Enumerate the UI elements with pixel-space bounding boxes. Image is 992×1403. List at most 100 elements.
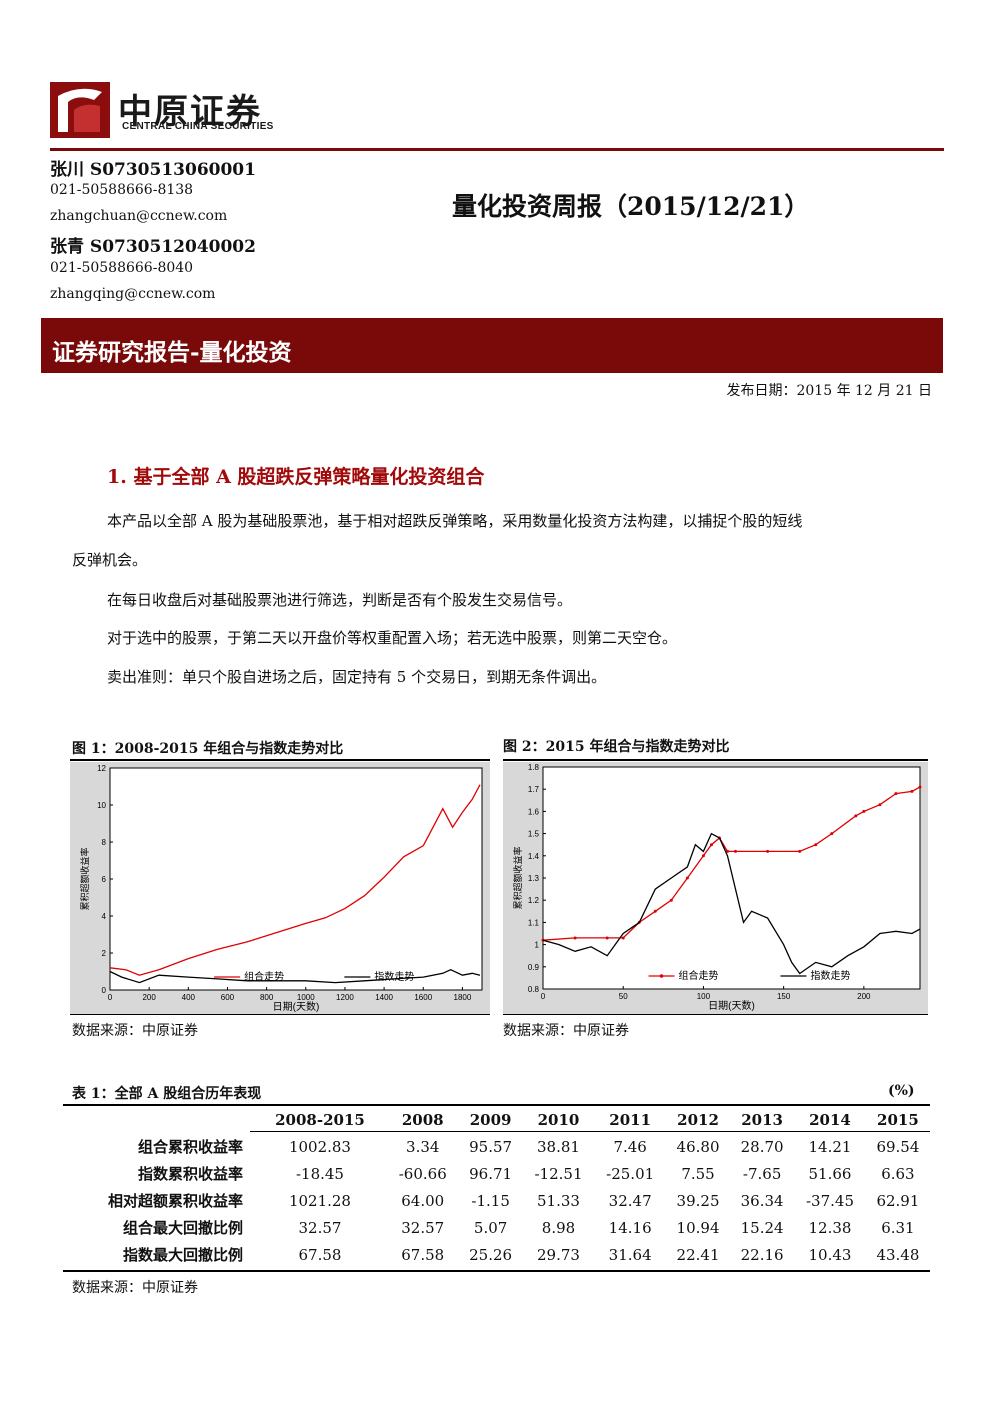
fig1-x-tick-label: 1000 — [297, 993, 315, 1002]
fig2-legend-label-0: 组合走势 — [679, 969, 719, 982]
table-cell: 39.25 — [676, 1191, 720, 1210]
fig2-point-portfolio — [709, 843, 713, 847]
table-cell: 31.64 — [608, 1245, 652, 1264]
table-cell: 62.91 — [876, 1191, 920, 1210]
table-header-cell: 2008 — [401, 1110, 444, 1129]
fig2-x-tick-label: 200 — [857, 992, 871, 1001]
fig1-x-tick-label: 600 — [221, 993, 235, 1002]
category-banner — [41, 318, 943, 373]
fig2-series-line-index — [542, 832, 921, 975]
fig2-point-portfolio — [605, 936, 609, 940]
author-1-phone: 021-50588666-8138 — [50, 182, 194, 198]
author-1-email[interactable]: zhangchuan@ccnew.com — [50, 208, 228, 224]
fig2-legend-marker-0 — [659, 974, 664, 978]
fig1-x-tick-label: 0 — [108, 993, 113, 1002]
fig2-x-tick-label: 150 — [777, 992, 791, 1001]
table-cell: -12.51 — [534, 1164, 583, 1183]
table-cell: 12.38 — [808, 1218, 852, 1237]
fig2-y-tick-label: 1.8 — [528, 763, 540, 772]
figure-1-title: 图 1：2008-2015 年组合与指数走势对比 — [72, 741, 344, 757]
fig1-legend-label-0: 组合走势 — [244, 970, 284, 983]
fig2-plot-area — [542, 766, 921, 990]
table-header-row: 2008-2015 2008 2009 2010 2011 2012 2013 … — [63, 1106, 930, 1133]
table-cell: -1.15 — [471, 1191, 510, 1210]
paragraph-3: 对于选中的股票，于第二天以开盘价等权重配置入场；若无选中股票，则第二天空仓。 — [107, 629, 678, 647]
fig1-y-tick-label: 10 — [97, 801, 106, 810]
table-cell: 3.34 — [406, 1137, 440, 1156]
table-cell: 64.00 — [401, 1191, 445, 1210]
table-cell: 10.94 — [676, 1218, 720, 1237]
fig2-point-portfolio — [766, 849, 770, 853]
table-header-cell: 2011 — [609, 1110, 652, 1129]
table-row-label: 组合最大回撤比例 — [122, 1219, 243, 1237]
fig2-point-portfolio — [862, 809, 866, 813]
table-cell: 32.57 — [298, 1218, 342, 1237]
table-cell: 51.33 — [537, 1191, 580, 1210]
table-unit: (%) — [888, 1083, 915, 1099]
figure-1-chart: 0 2 4 6 8 10 12 0 200 400 600 800 1000 1200 1400 1600 18… — [70, 762, 490, 1014]
fig1-x-tick-label: 800 — [260, 993, 274, 1002]
fig1-x-tick-label: 1600 — [414, 993, 432, 1002]
table-cell: 14.16 — [608, 1218, 652, 1237]
fig2-point-portfolio — [669, 898, 673, 902]
table-cell: 46.80 — [676, 1137, 720, 1156]
figure-2-chart: 0.8 0.9 1 1.1 1.2 1.3 1.4 1.5 1.6 1.7 1.8 0 50 100 150… — [503, 762, 928, 1014]
table-cell: 22.41 — [676, 1245, 720, 1264]
fig2-point-portfolio — [830, 832, 834, 836]
table-row: 组合累积收益率 1002.83 3.34 95.57 38.81 7.46 46.80 28.… — [63, 1133, 930, 1160]
fig2-point-portfolio — [814, 843, 818, 847]
author-2-email[interactable]: zhangqing@ccnew.com — [50, 286, 216, 302]
table-row-label: 指数累积收益率 — [137, 1165, 243, 1183]
table-cell: -7.65 — [742, 1164, 782, 1183]
fig1-series-line-index — [109, 968, 481, 984]
table-header-cell: 2010 — [537, 1110, 580, 1129]
figure-1-top-rule — [70, 759, 490, 761]
company-logo-mark — [50, 82, 110, 138]
fig2-y-axis-label: 累积超额收益率 — [512, 846, 523, 909]
table-title: 表 1：全部 A 股组合历年表现 — [72, 1086, 262, 1102]
table-cell: 96.71 — [469, 1164, 513, 1183]
figure-2-bottom-rule — [503, 1014, 928, 1015]
fig2-x-tick-label: 100 — [697, 992, 711, 1001]
fig2-x-tick-label: 0 — [541, 992, 546, 1001]
table-cell: 25.26 — [469, 1245, 513, 1264]
paragraph-4: 卖出准则：单只个股自进场之后，固定持有 5 个交易日，到期无条件调出。 — [107, 668, 607, 686]
table-cell: 6.63 — [881, 1164, 915, 1183]
figure-2-top-rule — [503, 759, 928, 761]
fig1-x-tick-label: 400 — [182, 993, 196, 1002]
table-row: 相对超额累积收益率 1021.28 64.00 -1.15 51.33 32.47 39.2… — [63, 1187, 930, 1214]
section-title: 1. 基于全部 A 股超跌反弹策略量化投资组合 — [107, 466, 485, 488]
fig2-y-tick-label: 1.3 — [528, 874, 540, 883]
fig1-y-tick-label: 2 — [102, 949, 107, 958]
table-cell: 51.66 — [808, 1164, 852, 1183]
fig1-x-tick-label: 1800 — [454, 993, 472, 1002]
table-cell: -37.45 — [805, 1191, 854, 1210]
author-1-name: 张川 S0730513060001 — [50, 160, 256, 180]
header-rule — [50, 148, 944, 151]
fig2-x-tick-label: 50 — [619, 992, 628, 1001]
fig2-point-portfolio — [725, 849, 729, 853]
fig1-series-line-portfolio — [109, 784, 481, 976]
table-cell: -18.45 — [295, 1164, 344, 1183]
fig1-y-tick-label: 12 — [97, 764, 106, 773]
paragraph-2: 在每日收盘后对基础股票池进行筛选，判断是否有个股发生交易信号。 — [107, 591, 573, 609]
fig2-point-portfolio — [854, 814, 858, 818]
table-cell: 1002.83 — [288, 1137, 351, 1156]
figure-1-bottom-rule — [70, 1014, 490, 1015]
author-2-name: 张青 S0730512040002 — [50, 237, 256, 257]
fig2-point-portfolio — [894, 792, 898, 796]
table-cell: 22.16 — [740, 1245, 784, 1264]
fig2-y-tick-label: 1.1 — [528, 918, 540, 927]
table-cell: 43.48 — [876, 1245, 920, 1264]
table-cell: 95.57 — [469, 1137, 513, 1156]
table-header-cell: 2012 — [677, 1110, 719, 1129]
fig2-point-portfolio — [573, 936, 577, 940]
table-header-cell: 2009 — [469, 1110, 512, 1129]
table-header-cell: 2014 — [809, 1110, 851, 1129]
table-cell: -25.01 — [606, 1164, 655, 1183]
fig2-y-tick-label: 0.8 — [528, 985, 540, 994]
fig1-x-tick-label: 200 — [142, 993, 156, 1002]
fig1-x-tick-label: 1200 — [336, 993, 354, 1002]
fig1-y-axis-label: 累积超额收益率 — [79, 847, 90, 910]
table-cell: 38.81 — [537, 1137, 580, 1156]
